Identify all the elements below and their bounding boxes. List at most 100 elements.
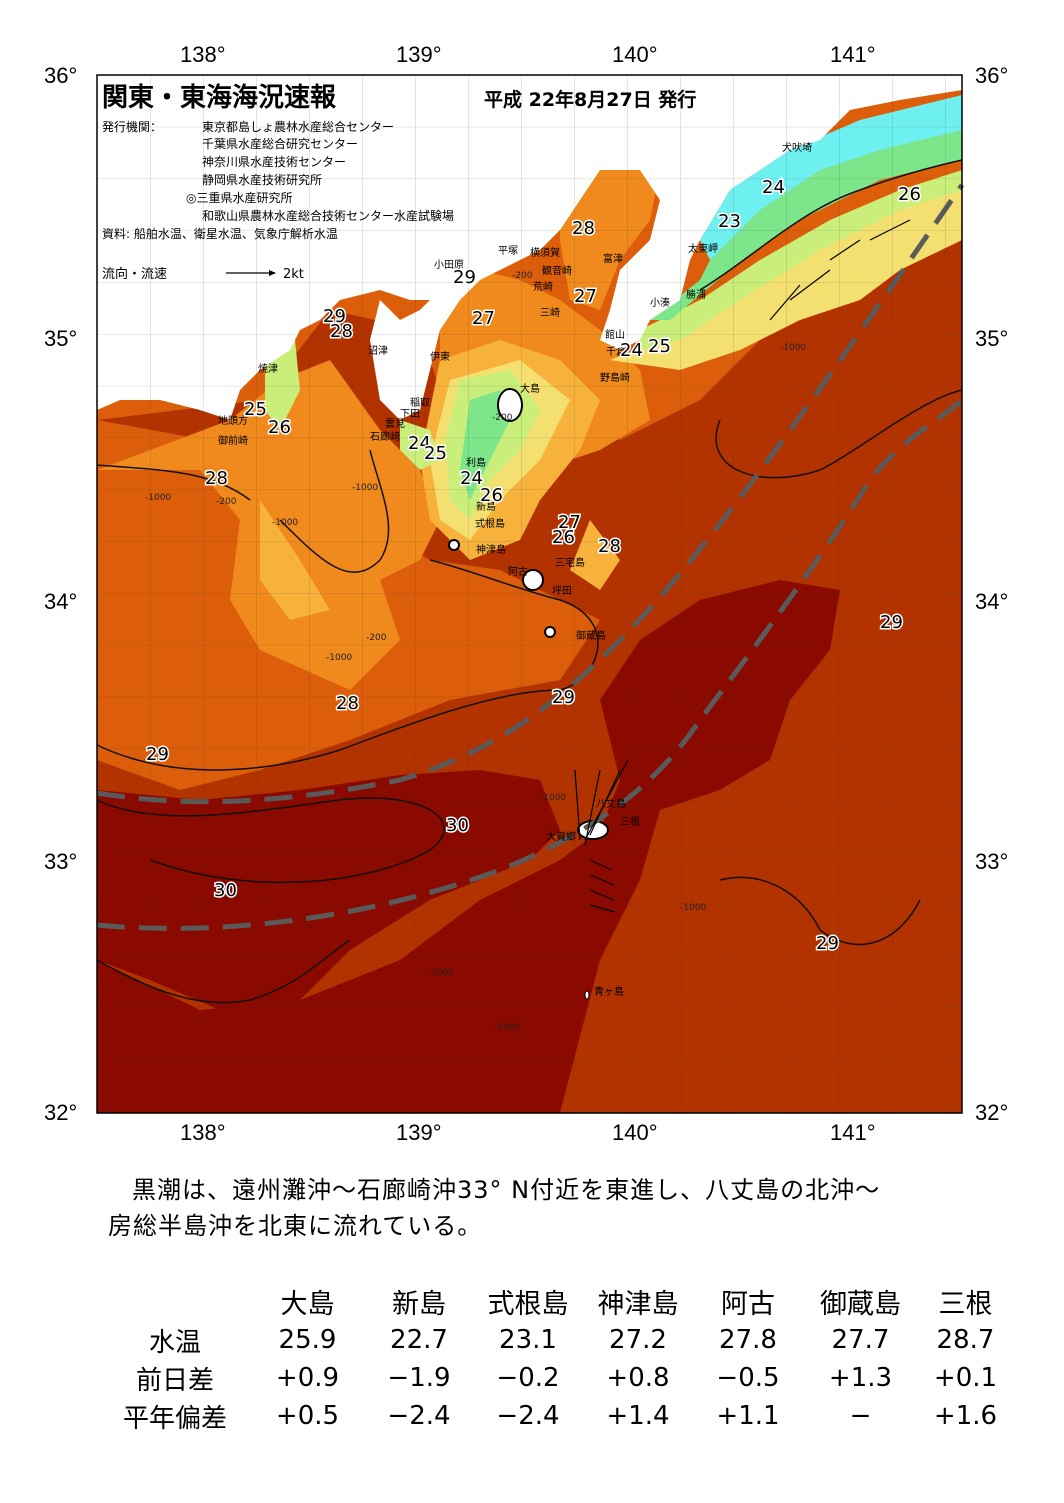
lon-label: 139° [396, 42, 442, 67]
place-label: 御前崎 [218, 434, 248, 447]
isotherm-label: 27 [558, 512, 581, 533]
isotherm-label: 26 [898, 184, 921, 205]
isotherm-label: 26 [552, 527, 575, 548]
depth-label: -1000 [428, 968, 454, 978]
isotherm-label: 23 [718, 211, 741, 232]
place-label: 小湊 [650, 296, 670, 309]
lat-label: 36° [44, 63, 78, 88]
isotherm-label: 26 [480, 485, 503, 506]
issuer-item: 静岡県水産技術研究所 [202, 172, 322, 187]
flow-legend-unit: 2kt [283, 267, 304, 282]
isotherm-label: 29 [453, 267, 476, 288]
table-cell: +1.1 [716, 1401, 780, 1431]
place-label: 三根 [620, 815, 640, 828]
lon-label: 138° [180, 1120, 226, 1145]
table-cell: +0.9 [275, 1363, 340, 1393]
place-label: 荒崎 [533, 280, 553, 293]
table-cell: +0.8 [606, 1363, 670, 1393]
place-label: 富津 [603, 252, 623, 265]
place-label: 太東岬 [688, 242, 718, 255]
place-label: 犬吠埼 [782, 141, 812, 154]
isotherm-label: 24 [408, 433, 431, 454]
depth-label: -1000 [272, 518, 298, 528]
lat-label: 34° [975, 589, 1009, 614]
table-header-row: 大島 新島 式根島 神津島 阿古 御蔵島 三根 [100, 1282, 1013, 1321]
place-label: 利島 [466, 456, 486, 469]
table-cell: −1.9 [387, 1363, 451, 1393]
place-label: 三宅島 [555, 556, 585, 569]
place-label: 地頭方 [218, 414, 248, 427]
isotherm-label: 24 [460, 468, 483, 489]
isotherm-label: 28 [572, 218, 595, 239]
flow-legend-arrowhead [269, 270, 276, 276]
station-header: 阿古 [721, 1289, 775, 1320]
place-label: 御蔵島 [576, 629, 606, 642]
isotherm-label: 30 [446, 815, 469, 836]
lon-label: 138° [180, 42, 226, 67]
isotherm-label: 26 [268, 417, 291, 438]
isotherm-label: 28 [598, 536, 621, 557]
row-label: 前日差 [135, 1365, 214, 1396]
depth-label: -200 [492, 413, 513, 423]
isotherm-label: 25 [648, 336, 671, 357]
lat-label: 35° [975, 326, 1009, 351]
depth-label: -1000 [780, 343, 806, 353]
table-cell: −2.4 [496, 1401, 560, 1431]
isotherm-value-labels: 24 26 23 28 29 27 27 29 28 24 25 25 26 2… [145, 176, 923, 956]
place-label: 平塚 [498, 245, 518, 257]
place-label: 坪田 [552, 584, 572, 597]
issue-date: 平成 22年8月27日 発行 [484, 88, 696, 111]
table-cell: −0.2 [496, 1363, 560, 1393]
isotherm-label: 25 [244, 399, 267, 420]
summary-line: 房総半島沖を北東に流れている。 [108, 1212, 483, 1240]
row-label: 平年偏差 [122, 1403, 227, 1434]
lon-label: 140° [612, 1120, 658, 1145]
place-label: 野島崎 [600, 371, 630, 384]
depth-label: -1000 [326, 653, 352, 663]
place-label: 稲取 [410, 397, 430, 409]
station-header: 新島 [392, 1289, 446, 1320]
lon-label: 140° [612, 42, 658, 67]
lon-label: 139° [396, 1120, 442, 1145]
place-label: 大賀郷 [546, 830, 576, 843]
kuroshio-summary: 黒潮は、遠州灘沖～石廊崎沖33° N付近を東進し、八丈島の北沖～ 房総半島沖を北… [108, 1172, 1008, 1244]
place-label: 石廊崎 [370, 430, 400, 443]
issuer-item: 東京都島しょ農林水産総合センター [202, 119, 394, 134]
lat-label: 35° [44, 326, 78, 351]
isotherm-label: 27 [574, 286, 597, 307]
isotherm-label: 28 [205, 468, 228, 489]
table-corner [100, 1282, 250, 1321]
depth-label: -1000 [494, 1023, 520, 1033]
issuer-item: ◎三重県水産研究所 [186, 190, 292, 205]
issuer-item: 和歌山県農林水産総合技術センター水産試験場 [202, 208, 454, 223]
isotherm-label: 30 [214, 880, 237, 901]
depth-label: -200 [216, 497, 237, 507]
isotherm-label: 29 [146, 744, 169, 765]
place-labels: 犬吠埼 太東岬 勝浦 小湊 館山 千倉 野島崎 富津 横須賀 観音崎 荒崎 三崎… [218, 141, 812, 998]
depth-label: -1000 [352, 483, 378, 493]
table-cell: +1.3 [828, 1363, 893, 1393]
depth-label: -1000 [540, 793, 566, 803]
table-cell: 28.7 [936, 1325, 995, 1355]
place-label: 千倉 [606, 345, 626, 358]
station-header: 神津島 [597, 1289, 679, 1320]
lon-label: 141° [830, 1120, 876, 1145]
table-row: 平年偏差 +0.5 −2.4 −2.4 +1.4 +1.1 − +1.6 [100, 1397, 1013, 1435]
lat-label: 32° [44, 1100, 78, 1125]
table-row: 前日差 +0.9 −1.9 −0.2 +0.8 −0.5 +1.3 +0.1 [100, 1359, 1013, 1397]
table-cell: +1.6 [933, 1401, 998, 1431]
table-cell: 23.1 [499, 1325, 557, 1355]
place-label: 沼津 [368, 344, 388, 357]
depth-labels: -200 -200 -200 -200 -1000 -1000 -1000 -1… [145, 271, 806, 1033]
issuer-item: 千葉県水産総合研究センター [202, 136, 358, 151]
table-cell: +0.5 [275, 1401, 340, 1431]
isotherm-label: 28 [336, 693, 359, 714]
table-cell: −2.4 [387, 1401, 451, 1431]
isotherm-label: 25 [424, 443, 447, 464]
lat-label: 33° [44, 849, 78, 874]
isotherm-label: 29 [552, 687, 575, 708]
place-label: 新島 [476, 500, 496, 513]
sea-temperature-map: 関東・東海海況速報 平成 22年8月27日 発行 発行機関： 東京都島しょ農林水… [44, 42, 1009, 1145]
station-header: 三根 [938, 1289, 993, 1320]
table-cell: 25.9 [278, 1325, 337, 1355]
